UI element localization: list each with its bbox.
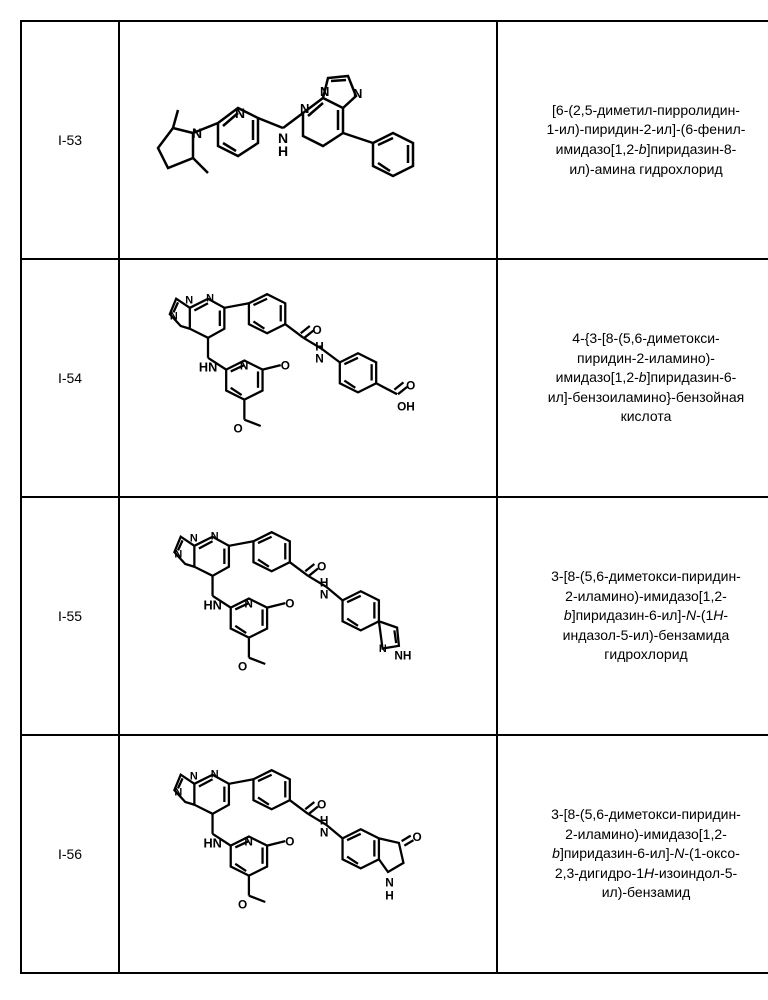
svg-text:N: N	[192, 125, 202, 141]
svg-text:N: N	[206, 292, 214, 304]
svg-text:OH: OH	[397, 399, 415, 413]
svg-text:H: H	[385, 888, 394, 902]
svg-text:N: N	[185, 294, 193, 306]
structure-cell: HN N O O O H N O N H N N N	[119, 735, 497, 973]
molecule-icon: HN N O O O H N O OH N N N	[128, 276, 488, 476]
molecule-icon: HN N O O O H N O N H N N N	[128, 752, 488, 952]
svg-text:N: N	[300, 101, 309, 116]
compound-name: 3-[8-(5,6-диметокси-пиридин-2-иламино)-и…	[497, 735, 768, 973]
svg-text:O: O	[233, 421, 242, 435]
compound-table: I-53	[20, 20, 768, 974]
svg-text:N: N	[190, 770, 198, 782]
svg-text:N: N	[353, 86, 362, 101]
svg-text:N: N	[170, 310, 178, 322]
table-row: I-53	[21, 21, 768, 259]
svg-text:N: N	[211, 768, 219, 780]
molecule-icon: N N N H N N N	[128, 38, 488, 238]
compound-id: I-53	[21, 21, 119, 259]
compound-name: 3-[8-(5,6-диметокси-пиридин-2-иламино)-и…	[497, 497, 768, 735]
svg-text:N: N	[320, 825, 329, 839]
svg-text:N: N	[235, 105, 245, 121]
svg-text:N: N	[320, 587, 329, 601]
svg-text:N: N	[174, 786, 182, 798]
svg-text:HN: HN	[199, 359, 217, 374]
svg-text:N: N	[315, 351, 324, 365]
svg-text:O: O	[406, 378, 415, 392]
svg-text:O: O	[317, 797, 326, 811]
compound-id: I-55	[21, 497, 119, 735]
structure-cell: HN N O O O H N NH N N N N	[119, 497, 497, 735]
svg-text:O: O	[281, 358, 290, 372]
molecule-icon: HN N O O O H N NH N N N N	[128, 514, 488, 714]
svg-text:O: O	[413, 830, 422, 844]
svg-text:N: N	[211, 530, 219, 542]
svg-text:N: N	[320, 84, 329, 99]
svg-text:N: N	[174, 548, 182, 560]
compound-name: 4-{3-[8-(5,6-диметокси-пиридин-2-иламино…	[497, 259, 768, 497]
svg-text:N: N	[379, 643, 387, 655]
svg-text:O: O	[238, 659, 247, 673]
compound-name: [6-(2,5-диметил-пирролидин-1-ил)-пиридин…	[497, 21, 768, 259]
svg-text:H: H	[278, 143, 288, 159]
table-row: I-54	[21, 259, 768, 497]
svg-text:O: O	[285, 834, 294, 848]
table-row: I-56	[21, 735, 768, 973]
svg-text:N: N	[240, 358, 249, 372]
svg-text:NH: NH	[394, 648, 411, 662]
compound-id: I-56	[21, 735, 119, 973]
svg-text:O: O	[313, 323, 322, 337]
svg-text:HN: HN	[203, 597, 221, 612]
svg-text:O: O	[238, 897, 247, 911]
svg-text:N: N	[244, 834, 253, 848]
table-row: I-55	[21, 497, 768, 735]
structure-cell: HN N O O O H N O OH N N N	[119, 259, 497, 497]
svg-text:O: O	[317, 559, 326, 573]
compound-id: I-54	[21, 259, 119, 497]
svg-text:HN: HN	[203, 835, 221, 850]
svg-text:N: N	[190, 532, 198, 544]
svg-text:N: N	[244, 596, 253, 610]
structure-cell: N N N H N N N	[119, 21, 497, 259]
svg-text:O: O	[285, 596, 294, 610]
